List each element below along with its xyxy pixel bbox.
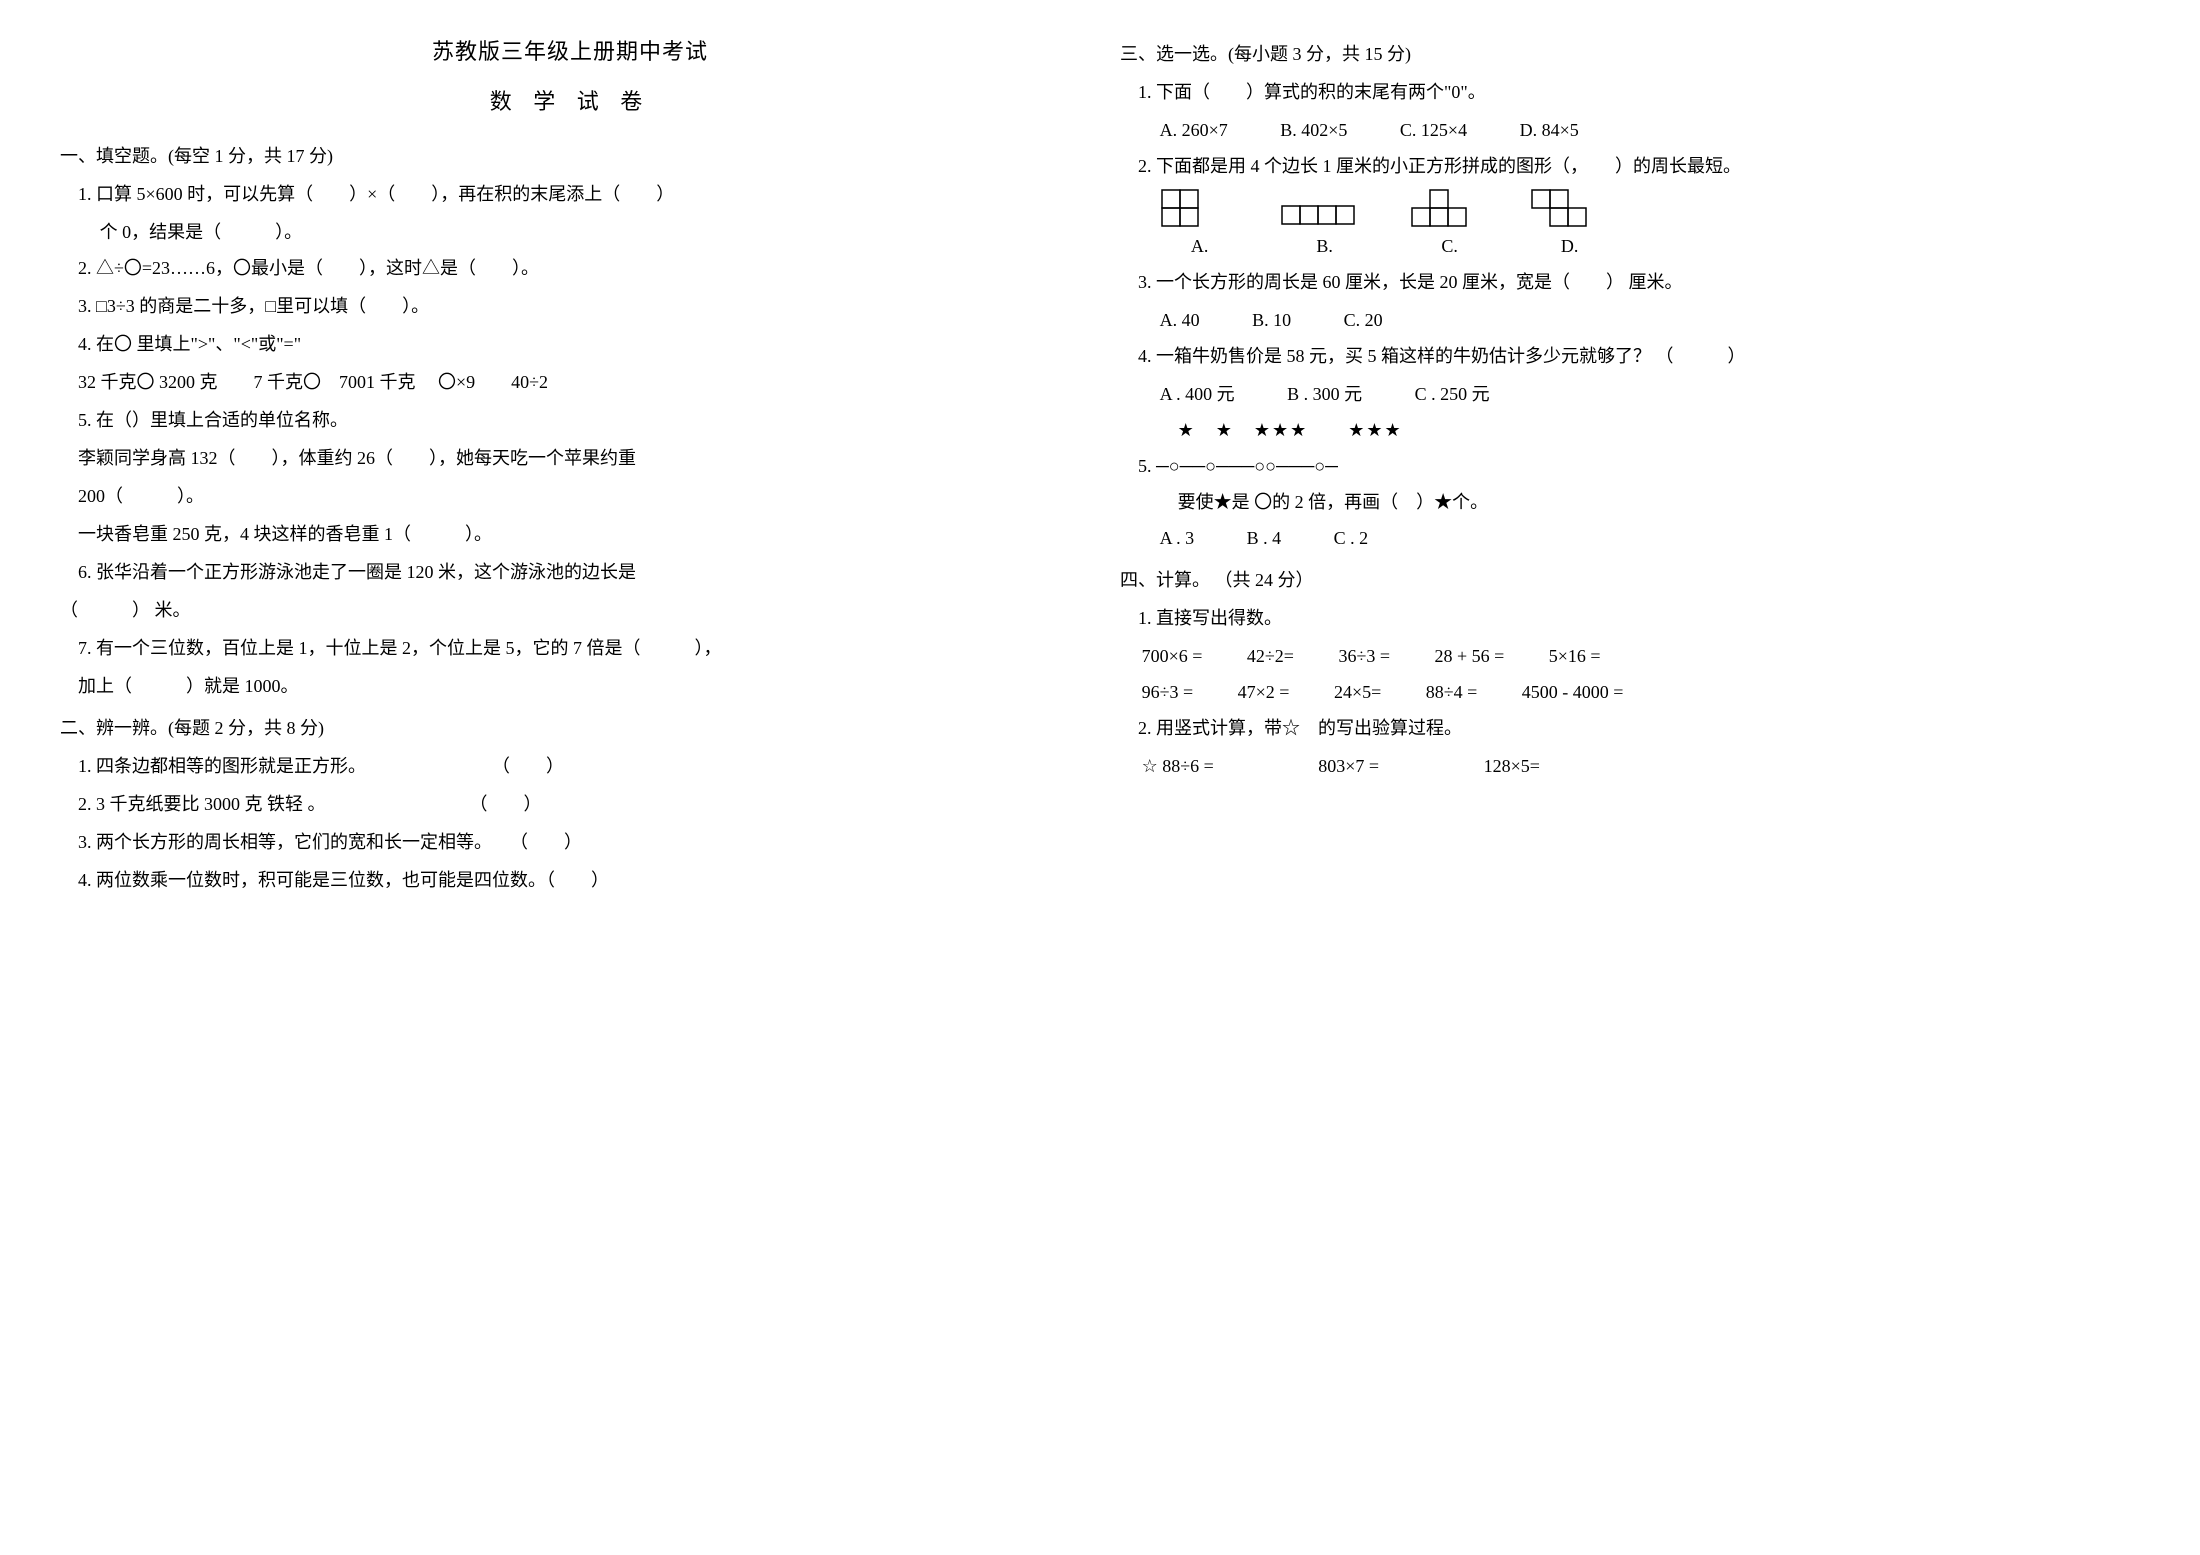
s3-q1-opts: A. 260×7 B. 402×5 C. 125×4 D. 84×5 — [1120, 112, 2140, 148]
s3-q3-b: B. 10 — [1252, 302, 1291, 338]
s2-q4: 4. 两位数乘一位数时，积可能是三位数，也可能是四位数。（ ） — [60, 862, 1080, 898]
s3-q4-b: B . 300 元 — [1287, 376, 1362, 412]
s4-row1: 700×6 = 42÷2= 36÷3 = 28 + 56 = 5×16 = — [1120, 638, 2140, 674]
s3-q2: 2. 下面都是用 4 个边长 1 厘米的小正方形拼成的图形（， ）的周长最短。 — [1120, 148, 2140, 184]
shape-d-label: D. — [1530, 228, 1610, 264]
shape-b-svg — [1280, 204, 1360, 228]
s1-q1: 1. 口算 5×600 时，可以先算（ ）×（ ），再在积的末尾添上（ ） — [60, 176, 1080, 212]
s3-q3-opts: A. 40 B. 10 C. 20 — [1120, 302, 2140, 338]
calc-1e: 5×16 = — [1549, 638, 1601, 674]
s1-q4: 4. 在〇 里填上">"、"<"或"=" — [60, 326, 1080, 362]
s3-q5-b: B . 4 — [1247, 520, 1282, 556]
s1-q5: 5. 在（）里填上合适的单位名称。 — [60, 402, 1080, 438]
s3-q2-shapes: A. B. C. — [1120, 188, 2140, 264]
left-column: 苏教版三年级上册期中考试 数 学 试 卷 一、填空题。(每空 1 分，共 17 … — [60, 30, 1080, 900]
s3-q5-a: A . 3 — [1160, 520, 1195, 556]
s4-row2: 96÷3 = 47×2 = 24×5= 88÷4 = 4500 - 4000 = — [1120, 674, 2140, 710]
s4-q2: 2. 用竖式计算，带☆ 的写出验算过程。 — [1120, 710, 2140, 746]
shape-d-svg — [1530, 188, 1592, 228]
s4-q1: 1. 直接写出得数。 — [1120, 600, 2140, 636]
shape-c: C. — [1410, 188, 1490, 264]
calc-q2c: 128×5= — [1484, 748, 1540, 784]
s3-q3: 3. 一个长方形的周长是 60 厘米，长是 20 厘米，宽是（ ） 厘米。 — [1120, 264, 2140, 300]
calc-1c: 36÷3 = — [1338, 638, 1390, 674]
shape-b-label: B. — [1280, 228, 1370, 264]
s3-q5-stars: ★ ★ ★★★ ★★★ — [1138, 412, 2140, 448]
s3-q5-opts: A . 3 B . 4 C . 2 — [1120, 520, 2140, 556]
shape-a-svg — [1160, 188, 1204, 228]
s3-q1-a: A. 260×7 — [1160, 112, 1228, 148]
s3-q4-a: A . 400 元 — [1160, 376, 1235, 412]
s1-q5d: 一块香皂重 250 克，4 块这样的香皂重 1（ ）。 — [60, 516, 1080, 552]
s3-q1-d: D. 84×5 — [1520, 112, 1579, 148]
shape-a-label: A. — [1160, 228, 1240, 264]
s1-q6b: （ ） 米。 — [60, 592, 1080, 628]
s1-q1b: 个 0，结果是（ ）。 — [60, 214, 1080, 250]
s3-q5-circles: 5. ─○──○───○○───○─ — [1138, 448, 2140, 484]
section-4-head: 四、计算。 （共 24 分） — [1120, 562, 2140, 598]
s3-q3-a: A. 40 — [1160, 302, 1200, 338]
s3-q4-opts: A . 400 元 B . 300 元 C . 250 元 — [1120, 376, 2140, 412]
right-column: 三、选一选。(每小题 3 分，共 15 分) 1. 下面（ ）算式的积的末尾有两… — [1120, 30, 2140, 900]
s1-q7b: 加上（ ）就是 1000。 — [60, 668, 1080, 704]
shape-c-label: C. — [1410, 228, 1490, 264]
s3-q1-c: C. 125×4 — [1400, 112, 1467, 148]
calc-2d: 88÷4 = — [1426, 674, 1478, 710]
s3-q1-b: B. 402×5 — [1280, 112, 1347, 148]
shape-a: A. — [1160, 188, 1240, 264]
section-3-head: 三、选一选。(每小题 3 分，共 15 分) — [1120, 36, 2140, 72]
s3-q4: 4. 一箱牛奶售价是 58 元，买 5 箱这样的牛奶估计多少元就够了？ （ ） — [1120, 338, 2140, 374]
s3-q4-c: C . 250 元 — [1415, 376, 1490, 412]
shape-d: D. — [1530, 188, 1610, 264]
calc-1d: 28 + 56 = — [1434, 638, 1504, 674]
calc-q2a: ☆ 88÷6 = — [1142, 748, 1214, 784]
calc-1b: 42÷2= — [1247, 638, 1294, 674]
s1-q6: 6. 张华沿着一个正方形游泳池走了一圈是 120 米，这个游泳池的边长是 — [60, 554, 1080, 590]
exam-subtitle: 数 学 试 卷 — [60, 80, 1080, 124]
s3-q5: ★ ★ ★★★ ★★★ 5. ─○──○───○○───○─ 要使★是 〇的 2… — [1120, 412, 2140, 520]
shape-b: B. — [1280, 204, 1370, 264]
s1-q5c: 200（ ）。 — [60, 478, 1080, 514]
calc-q2b: 803×7 = — [1318, 748, 1379, 784]
s2-q3: 3. 两个长方形的周长相等，它们的宽和长一定相等。 （ ） — [60, 824, 1080, 860]
s1-q7: 7. 有一个三位数，百位上是 1，十位上是 2，个位上是 5，它的 7 倍是（ … — [60, 630, 1080, 666]
s3-q5-c: C . 2 — [1334, 520, 1369, 556]
section-2-head: 二、辨一辨。(每题 2 分，共 8 分) — [60, 710, 1080, 746]
calc-1a: 700×6 = — [1142, 638, 1203, 674]
calc-2e: 4500 - 4000 = — [1522, 674, 1624, 710]
s1-q3: 3. □3÷3 的商是二十多，□里可以填（ ）。 — [60, 288, 1080, 324]
s3-q5-text: 要使★是 〇的 2 倍，再画（ ）★个。 — [1138, 484, 2140, 520]
s1-q2: 2. △÷〇=23……6，〇最小是（ ），这时△是（ ）。 — [60, 250, 1080, 286]
calc-2b: 47×2 = — [1238, 674, 1290, 710]
exam-page: 苏教版三年级上册期中考试 数 学 试 卷 一、填空题。(每空 1 分，共 17 … — [60, 30, 2140, 900]
s1-q4b: 32 千克〇 3200 克 7 千克〇 7001 千克 〇×9 40÷2 — [60, 364, 1080, 400]
shape-c-svg — [1410, 188, 1472, 228]
s2-q1: 1. 四条边都相等的图形就是正方形。 （ ） — [60, 748, 1080, 784]
s3-q3-c: C. 20 — [1344, 302, 1383, 338]
exam-title: 苏教版三年级上册期中考试 — [60, 30, 1080, 74]
s3-q1: 1. 下面（ ）算式的积的末尾有两个"0"。 — [1120, 74, 2140, 110]
s4-q2-row: ☆ 88÷6 = 803×7 = 128×5= — [1120, 748, 2140, 784]
calc-2c: 24×5= — [1334, 674, 1381, 710]
s2-q2: 2. 3 千克纸要比 3000 克 铁轻 。 （ ） — [60, 786, 1080, 822]
section-1-head: 一、填空题。(每空 1 分，共 17 分) — [60, 138, 1080, 174]
s1-q5b: 李颖同学身高 132（ ），体重约 26（ ），她每天吃一个苹果约重 — [60, 440, 1080, 476]
calc-2a: 96÷3 = — [1142, 674, 1194, 710]
